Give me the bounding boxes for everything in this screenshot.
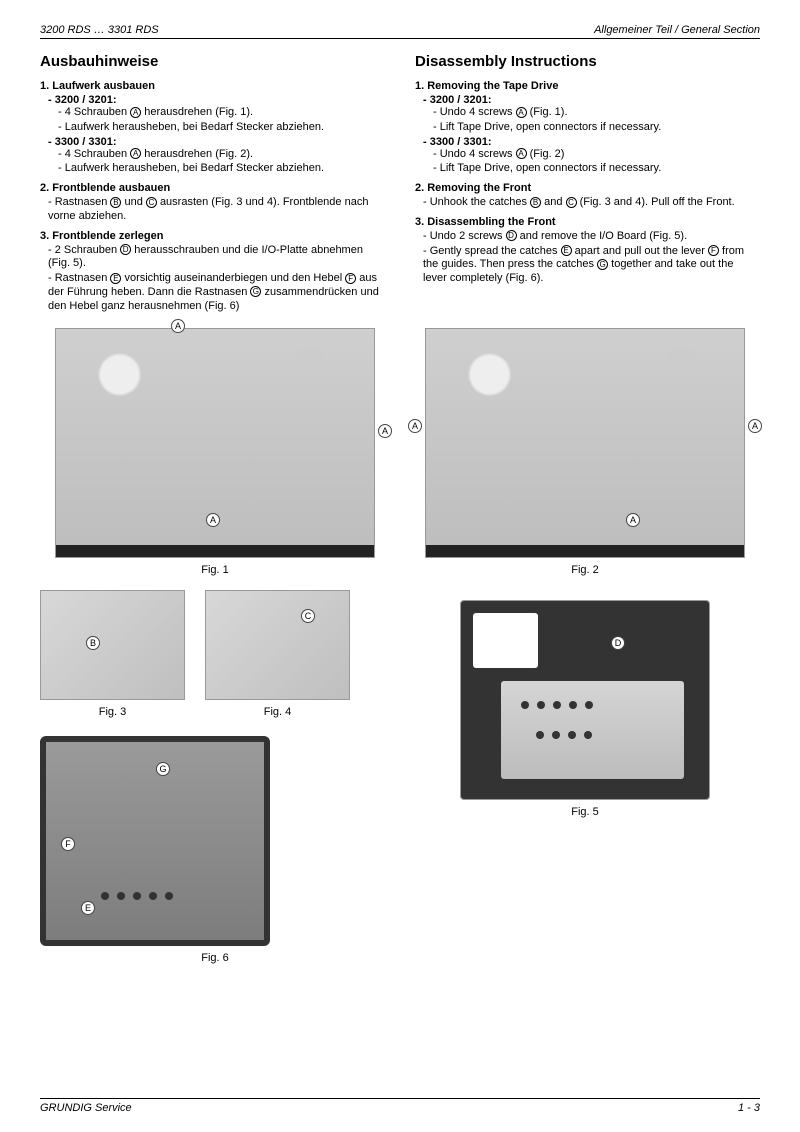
label-a-icon: A [130,148,141,159]
left-s2-list: Rastnasen B und C ausrasten (Fig. 3 und … [48,196,385,224]
list-item: Lift Tape Drive, open connectors if nece… [433,162,760,176]
label-a-icon: A [516,107,527,118]
label-d-icon: D [120,244,131,255]
figure-3: B Fig. 3 [40,590,185,718]
left-s3-list: 2 Schrauben D herausschrauben und die I/… [48,244,385,314]
header-left: 3200 RDS … 3301 RDS [40,24,159,36]
list-item: 4 Schrauben A herausdrehen (Fig. 1). [58,106,385,120]
figure-6-image: G F E [40,736,270,946]
text-columns: Ausbauhinweise 1. Laufwerk ausbauen - 32… [40,53,760,314]
right-s2-list: Unhook the catches B and C (Fig. 3 and 4… [423,196,760,210]
label-c-icon: C [566,197,577,208]
figure-4-image: C [205,590,350,700]
list-item: Gently spread the catches E apart and pu… [423,245,760,286]
device-front-bar [56,545,374,557]
figure-3-caption: Fig. 3 [40,706,185,718]
label-d-icon: D [506,230,517,241]
list-item: 2 Schrauben D herausschrauben und die I/… [48,244,385,272]
callout-e: E [81,901,95,915]
callout-f: F [61,837,75,851]
page-footer: GRUNDIG Service 1 - 3 [40,1098,760,1114]
right-s1-g1-label: - 3200 / 3201: [423,94,760,106]
figure-2-image: A A A [425,328,745,558]
label-g-icon: G [250,286,261,297]
list-item: Undo 4 screws A (Fig. 2) [433,148,760,162]
right-s1-g1-list: Undo 4 screws A (Fig. 1). Lift Tape Driv… [433,106,760,135]
label-b-icon: B [110,197,121,208]
right-s2-heading: 2. Removing the Front [415,182,760,194]
figure-2-caption: Fig. 2 [410,564,760,576]
page-header: 3200 RDS … 3301 RDS Allgemeiner Teil / G… [40,24,760,36]
figure-row-2-left: B Fig. 3 C Fig. 4 G F E Fig. 6 [40,590,390,964]
right-s3-heading: 3. Disassembling the Front [415,216,760,228]
figure-1: A A A Fig. 1 [40,328,390,576]
plate [501,681,684,779]
figure-row-2: B Fig. 3 C Fig. 4 G F E Fig. 6 [40,590,760,964]
label-f-icon: F [708,245,719,256]
label-f-icon: F [345,273,356,284]
list-item: Undo 4 screws A (Fig. 1). [433,106,760,120]
callout-c: C [301,609,315,623]
figure-5-image: D [460,600,710,800]
list-item: Laufwerk herausheben, bei Bedarf Stecker… [58,121,385,135]
left-s3-heading: 3. Frontblende zerlegen [40,230,385,242]
callout-g: G [156,762,170,776]
left-s1-heading: 1. Laufwerk ausbauen [40,80,385,92]
figure-6: G F E Fig. 6 [40,736,390,964]
header-right: Allgemeiner Teil / General Section [594,24,760,36]
left-column: Ausbauhinweise 1. Laufwerk ausbauen - 32… [40,53,385,314]
list-item: Laufwerk herausheben, bei Bedarf Stecker… [58,162,385,176]
list-item: Lift Tape Drive, open connectors if nece… [433,121,760,135]
label-a-icon: A [516,148,527,159]
right-s1-g2-list: Undo 4 screws A (Fig. 2) Lift Tape Drive… [433,148,760,177]
list-item: Rastnasen B und C ausrasten (Fig. 3 und … [48,196,385,224]
list-item: Unhook the catches B and C (Fig. 3 and 4… [423,196,760,210]
left-s2-heading: 2. Frontblende ausbauen [40,182,385,194]
figure-2: A A A Fig. 2 [410,328,760,576]
callout-a: A [206,513,220,527]
figure-row-1: A A A Fig. 1 A A A Fig. 2 [40,328,760,576]
list-item: Undo 2 screws D and remove the I/O Board… [423,230,760,244]
figure-6-caption: Fig. 6 [40,952,390,964]
callout-a: A [408,419,422,433]
list-item: 4 Schrauben A herausdrehen (Fig. 2). [58,148,385,162]
right-column: Disassembly Instructions 1. Removing the… [415,53,760,314]
left-s1-g2-list: 4 Schrauben A herausdrehen (Fig. 2). Lau… [58,148,385,177]
callout-a: A [171,319,185,333]
cutout [473,613,538,668]
left-title: Ausbauhinweise [40,53,385,70]
label-g-icon: G [597,259,608,270]
figure-4-caption: Fig. 4 [205,706,350,718]
footer-right: 1 - 3 [738,1102,760,1114]
callout-d: D [611,636,625,650]
figure-5-caption: Fig. 5 [460,806,710,818]
right-s1-g2-label: - 3300 / 3301: [423,136,760,148]
right-s3-list: Undo 2 screws D and remove the I/O Board… [423,230,760,286]
figure-5: D Fig. 5 [460,600,710,818]
device-front-bar [426,545,744,557]
right-title: Disassembly Instructions [415,53,760,70]
figure-3-image: B [40,590,185,700]
callout-a: A [378,424,392,438]
figure-4: C Fig. 4 [205,590,350,718]
label-e-icon: E [110,273,121,284]
footer-left: GRUNDIG Service [40,1102,132,1114]
callout-a: A [626,513,640,527]
right-s1-heading: 1. Removing the Tape Drive [415,80,760,92]
figure-1-image: A A A [55,328,375,558]
label-c-icon: C [146,197,157,208]
label-e-icon: E [561,245,572,256]
header-rule [40,38,760,39]
label-a-icon: A [130,107,141,118]
left-s1-g1-label: - 3200 / 3201: [48,94,385,106]
callout-a: A [748,419,762,433]
label-b-icon: B [530,197,541,208]
left-s1-g2-label: - 3300 / 3301: [48,136,385,148]
figure-1-caption: Fig. 1 [40,564,390,576]
left-s1-g1-list: 4 Schrauben A herausdrehen (Fig. 1). Lau… [58,106,385,135]
list-item: Rastnasen E vorsichtig auseinanderbiegen… [48,272,385,313]
callout-b: B [86,636,100,650]
figure-row-2-right: D Fig. 5 [410,590,760,964]
